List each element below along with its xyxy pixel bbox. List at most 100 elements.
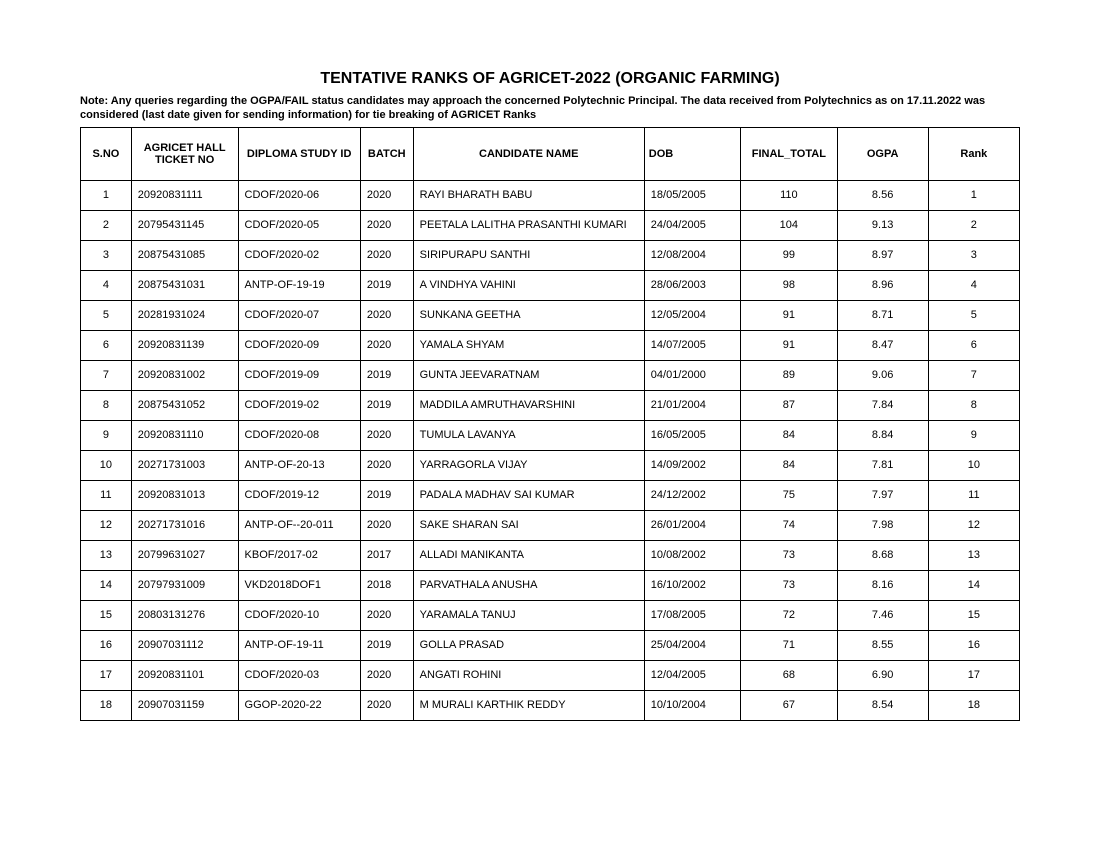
cell-batch: 2020	[360, 600, 413, 630]
table-row: 1020271731003ANTP-OF-20-132020YARRAGORLA…	[81, 450, 1020, 480]
cell-batch: 2019	[360, 630, 413, 660]
cell-study: CDOF/2019-02	[238, 390, 360, 420]
cell-batch: 2020	[360, 210, 413, 240]
col-sno: S.NO	[81, 127, 132, 180]
cell-batch: 2020	[360, 450, 413, 480]
cell-sno: 6	[81, 330, 132, 360]
cell-rank: 17	[928, 660, 1019, 690]
cell-total: 99	[741, 240, 837, 270]
cell-dob: 04/01/2000	[644, 360, 740, 390]
cell-ogpa: 7.97	[837, 480, 928, 510]
cell-study: ANTP-OF-20-13	[238, 450, 360, 480]
col-batch: BATCH	[360, 127, 413, 180]
col-name: CANDIDATE NAME	[413, 127, 644, 180]
cell-dob: 26/01/2004	[644, 510, 740, 540]
cell-name: MADDILA AMRUTHAVARSHINI	[413, 390, 644, 420]
cell-sno: 14	[81, 570, 132, 600]
cell-ogpa: 8.84	[837, 420, 928, 450]
cell-ogpa: 8.56	[837, 180, 928, 210]
cell-ogpa: 8.55	[837, 630, 928, 660]
cell-name: GOLLA PRASAD	[413, 630, 644, 660]
col-rank: Rank	[928, 127, 1019, 180]
col-total: FINAL_TOTAL	[741, 127, 837, 180]
cell-total: 73	[741, 570, 837, 600]
cell-dob: 18/05/2005	[644, 180, 740, 210]
cell-dob: 16/10/2002	[644, 570, 740, 600]
cell-dob: 10/08/2002	[644, 540, 740, 570]
cell-sno: 8	[81, 390, 132, 420]
cell-dob: 24/12/2002	[644, 480, 740, 510]
cell-dob: 12/04/2005	[644, 660, 740, 690]
cell-ogpa: 8.71	[837, 300, 928, 330]
cell-hall: 20920831111	[131, 180, 238, 210]
col-study: DIPLOMA STUDY ID	[238, 127, 360, 180]
table-row: 1520803131276CDOF/2020-102020YARAMALA TA…	[81, 600, 1020, 630]
cell-rank: 13	[928, 540, 1019, 570]
cell-hall: 20907031159	[131, 690, 238, 720]
cell-sno: 17	[81, 660, 132, 690]
cell-name: PADALA MADHAV SAI KUMAR	[413, 480, 644, 510]
cell-study: CDOF/2020-08	[238, 420, 360, 450]
cell-study: CDOF/2020-02	[238, 240, 360, 270]
cell-sno: 9	[81, 420, 132, 450]
cell-dob: 17/08/2005	[644, 600, 740, 630]
cell-sno: 5	[81, 300, 132, 330]
cell-sno: 1	[81, 180, 132, 210]
cell-batch: 2020	[360, 330, 413, 360]
table-row: 720920831002CDOF/2019-092019GUNTA JEEVAR…	[81, 360, 1020, 390]
cell-ogpa: 8.96	[837, 270, 928, 300]
table-row: 1320799631027KBOF/2017-022017ALLADI MANI…	[81, 540, 1020, 570]
cell-sno: 16	[81, 630, 132, 660]
cell-batch: 2020	[360, 690, 413, 720]
table-row: 1820907031159GGOP-2020-222020M MURALI KA…	[81, 690, 1020, 720]
cell-hall: 20920831013	[131, 480, 238, 510]
cell-ogpa: 7.81	[837, 450, 928, 480]
cell-ogpa: 7.46	[837, 600, 928, 630]
cell-study: ANTP-OF--20-011	[238, 510, 360, 540]
table-row: 220795431145CDOF/2020-052020PEETALA LALI…	[81, 210, 1020, 240]
cell-ogpa: 8.47	[837, 330, 928, 360]
cell-batch: 2020	[360, 420, 413, 450]
cell-study: CDOF/2019-12	[238, 480, 360, 510]
cell-sno: 13	[81, 540, 132, 570]
cell-sno: 4	[81, 270, 132, 300]
cell-total: 84	[741, 420, 837, 450]
cell-hall: 20920831110	[131, 420, 238, 450]
cell-dob: 28/06/2003	[644, 270, 740, 300]
table-row: 620920831139CDOF/2020-092020YAMALA SHYAM…	[81, 330, 1020, 360]
cell-total: 110	[741, 180, 837, 210]
cell-name: SIRIPURAPU SANTHI	[413, 240, 644, 270]
cell-ogpa: 8.54	[837, 690, 928, 720]
cell-study: CDOF/2020-10	[238, 600, 360, 630]
cell-hall: 20875431031	[131, 270, 238, 300]
cell-name: SUNKANA GEETHA	[413, 300, 644, 330]
cell-ogpa: 7.84	[837, 390, 928, 420]
table-row: 120920831111CDOF/2020-062020RAYI BHARATH…	[81, 180, 1020, 210]
cell-name: ALLADI MANIKANTA	[413, 540, 644, 570]
cell-total: 68	[741, 660, 837, 690]
cell-hall: 20271731003	[131, 450, 238, 480]
cell-rank: 5	[928, 300, 1019, 330]
cell-ogpa: 8.68	[837, 540, 928, 570]
cell-dob: 12/05/2004	[644, 300, 740, 330]
cell-ogpa: 8.16	[837, 570, 928, 600]
cell-batch: 2020	[360, 180, 413, 210]
cell-rank: 11	[928, 480, 1019, 510]
table-row: 1420797931009VKD2018DOF12018PARVATHALA A…	[81, 570, 1020, 600]
cell-study: ANTP-OF-19-19	[238, 270, 360, 300]
col-hall: AGRICET HALL TICKET NO	[131, 127, 238, 180]
cell-rank: 6	[928, 330, 1019, 360]
cell-hall: 20803131276	[131, 600, 238, 630]
cell-name: YARAMALA TANUJ	[413, 600, 644, 630]
cell-total: 87	[741, 390, 837, 420]
cell-ogpa: 6.90	[837, 660, 928, 690]
table-row: 320875431085CDOF/2020-022020SIRIPURAPU S…	[81, 240, 1020, 270]
table-row: 520281931024CDOF/2020-072020SUNKANA GEET…	[81, 300, 1020, 330]
cell-total: 73	[741, 540, 837, 570]
cell-rank: 9	[928, 420, 1019, 450]
cell-batch: 2017	[360, 540, 413, 570]
table-row: 1220271731016ANTP-OF--20-0112020SAKE SHA…	[81, 510, 1020, 540]
cell-hall: 20281931024	[131, 300, 238, 330]
cell-total: 74	[741, 510, 837, 540]
cell-study: GGOP-2020-22	[238, 690, 360, 720]
